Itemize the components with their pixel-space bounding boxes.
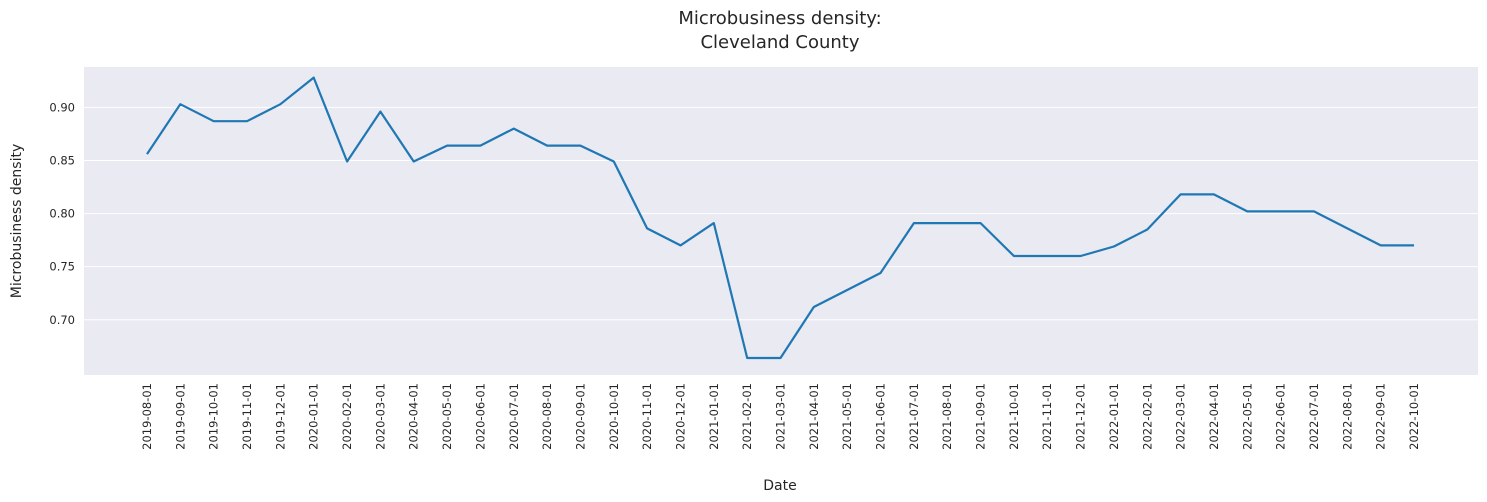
x-tick-label: 2022-07-01: [1307, 383, 1321, 450]
x-tick-label: 2021-05-01: [840, 383, 854, 450]
x-tick-label: 2019-10-01: [207, 383, 221, 450]
x-tick-label: 2022-09-01: [1374, 383, 1388, 450]
gridlines: [84, 106, 1478, 321]
x-tick-label: 2021-02-01: [740, 383, 754, 450]
x-tick-label: 2019-11-01: [240, 383, 254, 450]
chart-title-line2: Cleveland County: [700, 32, 859, 53]
x-tick-label: 2019-09-01: [173, 383, 187, 450]
x-tick-label: 2021-10-01: [1007, 383, 1021, 450]
x-tick-label: 2020-11-01: [640, 383, 654, 450]
x-tick-label: 2020-09-01: [573, 383, 587, 450]
x-tick-label: 2019-08-01: [140, 383, 154, 450]
x-tick-label: 2020-10-01: [607, 383, 621, 450]
x-tick-label: 2020-04-01: [407, 383, 421, 450]
x-tick-label: 2022-05-01: [1240, 383, 1254, 450]
x-tick-label: 2022-01-01: [1107, 383, 1121, 450]
x-tick-label: 2020-07-01: [507, 383, 521, 450]
x-tick-label: 2022-02-01: [1140, 383, 1154, 450]
y-tick-label: 0.70: [49, 313, 75, 327]
x-tick-label: 2020-12-01: [673, 383, 687, 450]
x-tick-labels: 2019-08-01 2019-09-01 2019-10-01 2019-11-01…: [140, 383, 1421, 450]
x-tick-label: 2020-08-01: [540, 383, 554, 450]
x-tick-label: 2021-04-01: [807, 383, 821, 450]
y-tick-label: 0.85: [49, 153, 75, 167]
x-tick-label: 2020-01-01: [307, 383, 321, 450]
x-tick-label: 2021-11-01: [1040, 383, 1054, 450]
x-tick-label: 2022-08-01: [1340, 383, 1354, 450]
x-tick-label: 2020-02-01: [340, 383, 354, 450]
series-line: [146, 76, 1414, 360]
x-tick-label: 2020-03-01: [373, 383, 387, 450]
x-tick-label: 2021-01-01: [707, 383, 721, 450]
y-tick-label: 0.90: [49, 100, 75, 114]
y-tick-labels: 0.70 0.75 0.80 0.85 0.90: [49, 100, 75, 326]
x-tick-label: 2021-07-01: [907, 383, 921, 450]
y-axis-label: Microbusiness density: [9, 144, 25, 298]
plot-background: [84, 67, 1478, 375]
x-tick-label: 2022-04-01: [1207, 383, 1221, 450]
chart-title-line1: Microbusiness density:: [678, 8, 881, 29]
x-tick-label: 2022-03-01: [1174, 383, 1188, 450]
x-axis-label: Date: [763, 478, 796, 494]
x-tick-label: 2021-03-01: [774, 383, 788, 450]
x-tick-label: 2021-09-01: [974, 383, 988, 450]
x-tick-label: 2021-06-01: [874, 383, 888, 450]
y-tick-label: 0.75: [49, 260, 75, 274]
x-tick-label: 2020-05-01: [440, 383, 454, 450]
x-tick-label: 2020-06-01: [473, 383, 487, 450]
y-tick-label: 0.80: [49, 207, 75, 221]
x-tick-label: 2019-12-01: [273, 383, 287, 450]
x-tick-label: 2022-10-01: [1407, 383, 1421, 450]
x-tick-label: 2022-06-01: [1274, 383, 1288, 450]
x-tick-label: 2021-12-01: [1074, 383, 1088, 450]
x-tick-label: 2021-08-01: [940, 383, 954, 450]
